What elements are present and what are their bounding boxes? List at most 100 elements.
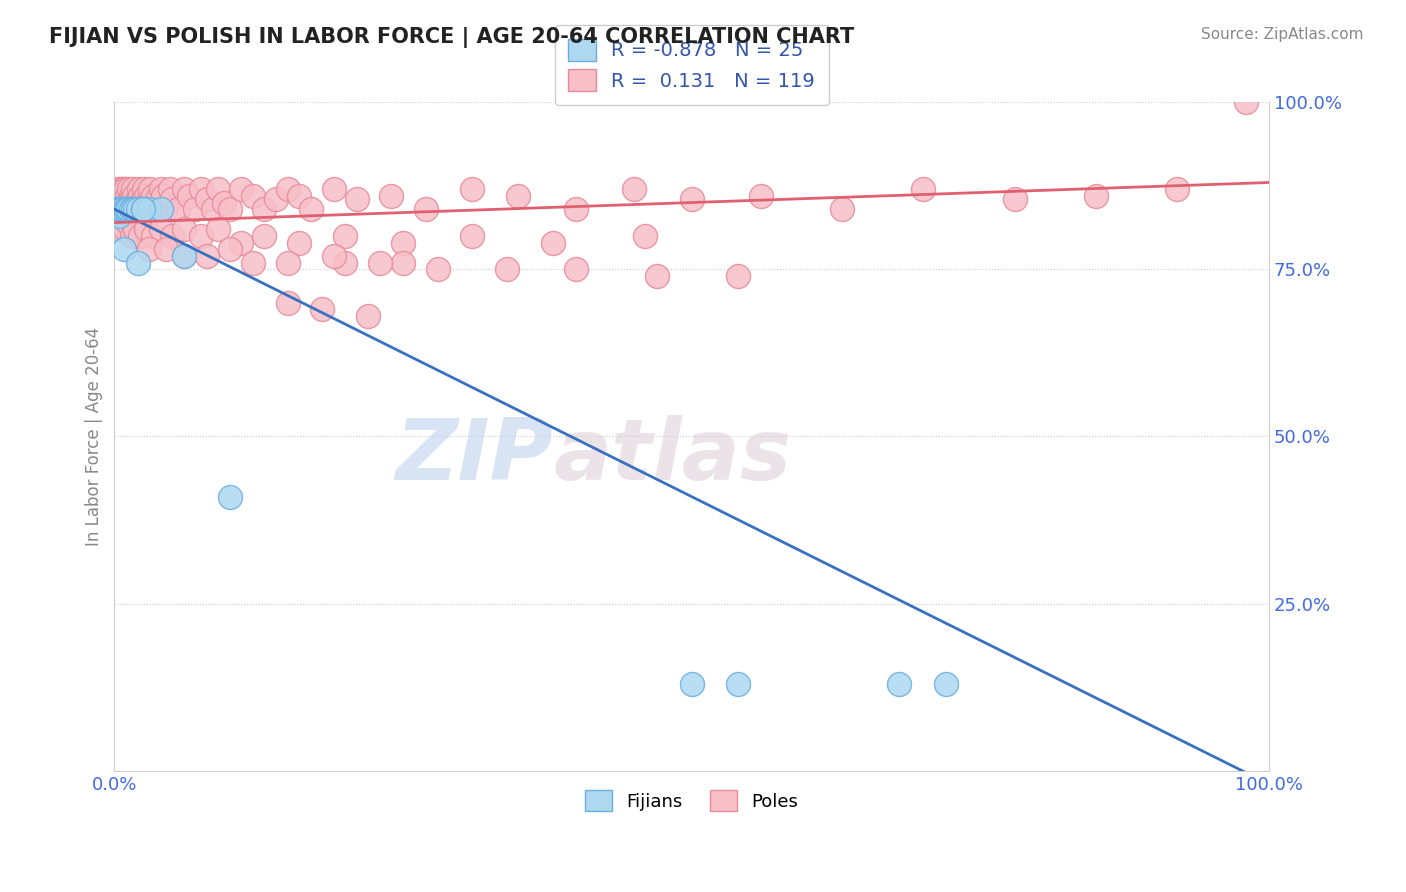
Point bbox=[107, 216, 129, 230]
Point bbox=[1234, 95, 1257, 110]
Point bbox=[195, 249, 218, 263]
Point bbox=[190, 182, 212, 196]
Point bbox=[149, 182, 172, 196]
Legend: Fijians, Poles: Fijians, Poles bbox=[574, 780, 808, 822]
Point bbox=[160, 229, 183, 244]
Point bbox=[117, 195, 139, 210]
Point bbox=[299, 202, 322, 217]
Point bbox=[231, 235, 253, 250]
Text: atlas: atlas bbox=[553, 415, 792, 498]
Point bbox=[634, 229, 657, 244]
Point bbox=[131, 202, 153, 217]
Point bbox=[749, 189, 772, 203]
Point bbox=[207, 222, 229, 236]
Point bbox=[138, 202, 160, 217]
Point bbox=[496, 262, 519, 277]
Point bbox=[139, 182, 162, 196]
Point bbox=[128, 189, 150, 203]
Point bbox=[114, 202, 136, 217]
Point bbox=[143, 202, 166, 217]
Point bbox=[184, 202, 207, 217]
Point bbox=[322, 249, 344, 263]
Point bbox=[108, 189, 131, 203]
Point bbox=[134, 182, 156, 196]
Point bbox=[127, 202, 149, 217]
Point bbox=[253, 229, 276, 244]
Point bbox=[111, 209, 134, 223]
Point bbox=[114, 222, 136, 236]
Point bbox=[132, 192, 155, 206]
Point bbox=[231, 182, 253, 196]
Point bbox=[124, 202, 146, 217]
Point bbox=[138, 192, 160, 206]
Point bbox=[112, 243, 135, 257]
Point bbox=[179, 189, 201, 203]
Point bbox=[141, 229, 163, 244]
Point bbox=[277, 295, 299, 310]
Point bbox=[112, 189, 135, 203]
Point bbox=[253, 202, 276, 217]
Point bbox=[242, 189, 264, 203]
Point bbox=[115, 202, 138, 217]
Point bbox=[727, 268, 749, 283]
Point bbox=[149, 202, 172, 217]
Point bbox=[110, 202, 132, 217]
Y-axis label: In Labor Force | Age 20-64: In Labor Force | Age 20-64 bbox=[86, 327, 103, 546]
Point bbox=[623, 182, 645, 196]
Point bbox=[121, 192, 143, 206]
Point bbox=[201, 202, 224, 217]
Point bbox=[277, 256, 299, 270]
Point bbox=[108, 209, 131, 223]
Point bbox=[159, 182, 181, 196]
Point bbox=[911, 182, 934, 196]
Point bbox=[645, 268, 668, 283]
Point bbox=[120, 189, 142, 203]
Point bbox=[346, 192, 368, 206]
Point bbox=[167, 202, 190, 217]
Point bbox=[111, 195, 134, 210]
Point bbox=[128, 182, 150, 196]
Point bbox=[108, 202, 131, 217]
Point bbox=[122, 202, 145, 217]
Point bbox=[727, 677, 749, 691]
Point bbox=[122, 202, 145, 217]
Point bbox=[461, 182, 484, 196]
Point bbox=[132, 202, 155, 217]
Point bbox=[190, 229, 212, 244]
Text: ZIP: ZIP bbox=[395, 415, 553, 498]
Point bbox=[173, 249, 195, 263]
Point bbox=[357, 309, 380, 323]
Point bbox=[173, 249, 195, 263]
Point bbox=[380, 189, 402, 203]
Point bbox=[108, 182, 131, 196]
Point bbox=[218, 243, 240, 257]
Point bbox=[415, 202, 437, 217]
Point bbox=[118, 202, 141, 217]
Point bbox=[831, 202, 853, 217]
Point bbox=[207, 182, 229, 196]
Point bbox=[111, 182, 134, 196]
Point bbox=[146, 192, 169, 206]
Point bbox=[218, 490, 240, 504]
Point bbox=[288, 235, 311, 250]
Point bbox=[392, 256, 415, 270]
Point bbox=[242, 256, 264, 270]
Point bbox=[1004, 192, 1026, 206]
Point bbox=[392, 235, 415, 250]
Point bbox=[335, 256, 357, 270]
Point bbox=[110, 202, 132, 217]
Point bbox=[1084, 189, 1107, 203]
Point bbox=[132, 202, 155, 217]
Point bbox=[124, 195, 146, 210]
Point bbox=[111, 202, 134, 217]
Point bbox=[155, 243, 177, 257]
Point bbox=[508, 189, 530, 203]
Point bbox=[322, 182, 344, 196]
Point bbox=[127, 256, 149, 270]
Point bbox=[128, 229, 150, 244]
Point bbox=[277, 182, 299, 196]
Point bbox=[107, 182, 129, 196]
Point bbox=[105, 189, 128, 203]
Point bbox=[426, 262, 449, 277]
Point bbox=[173, 182, 195, 196]
